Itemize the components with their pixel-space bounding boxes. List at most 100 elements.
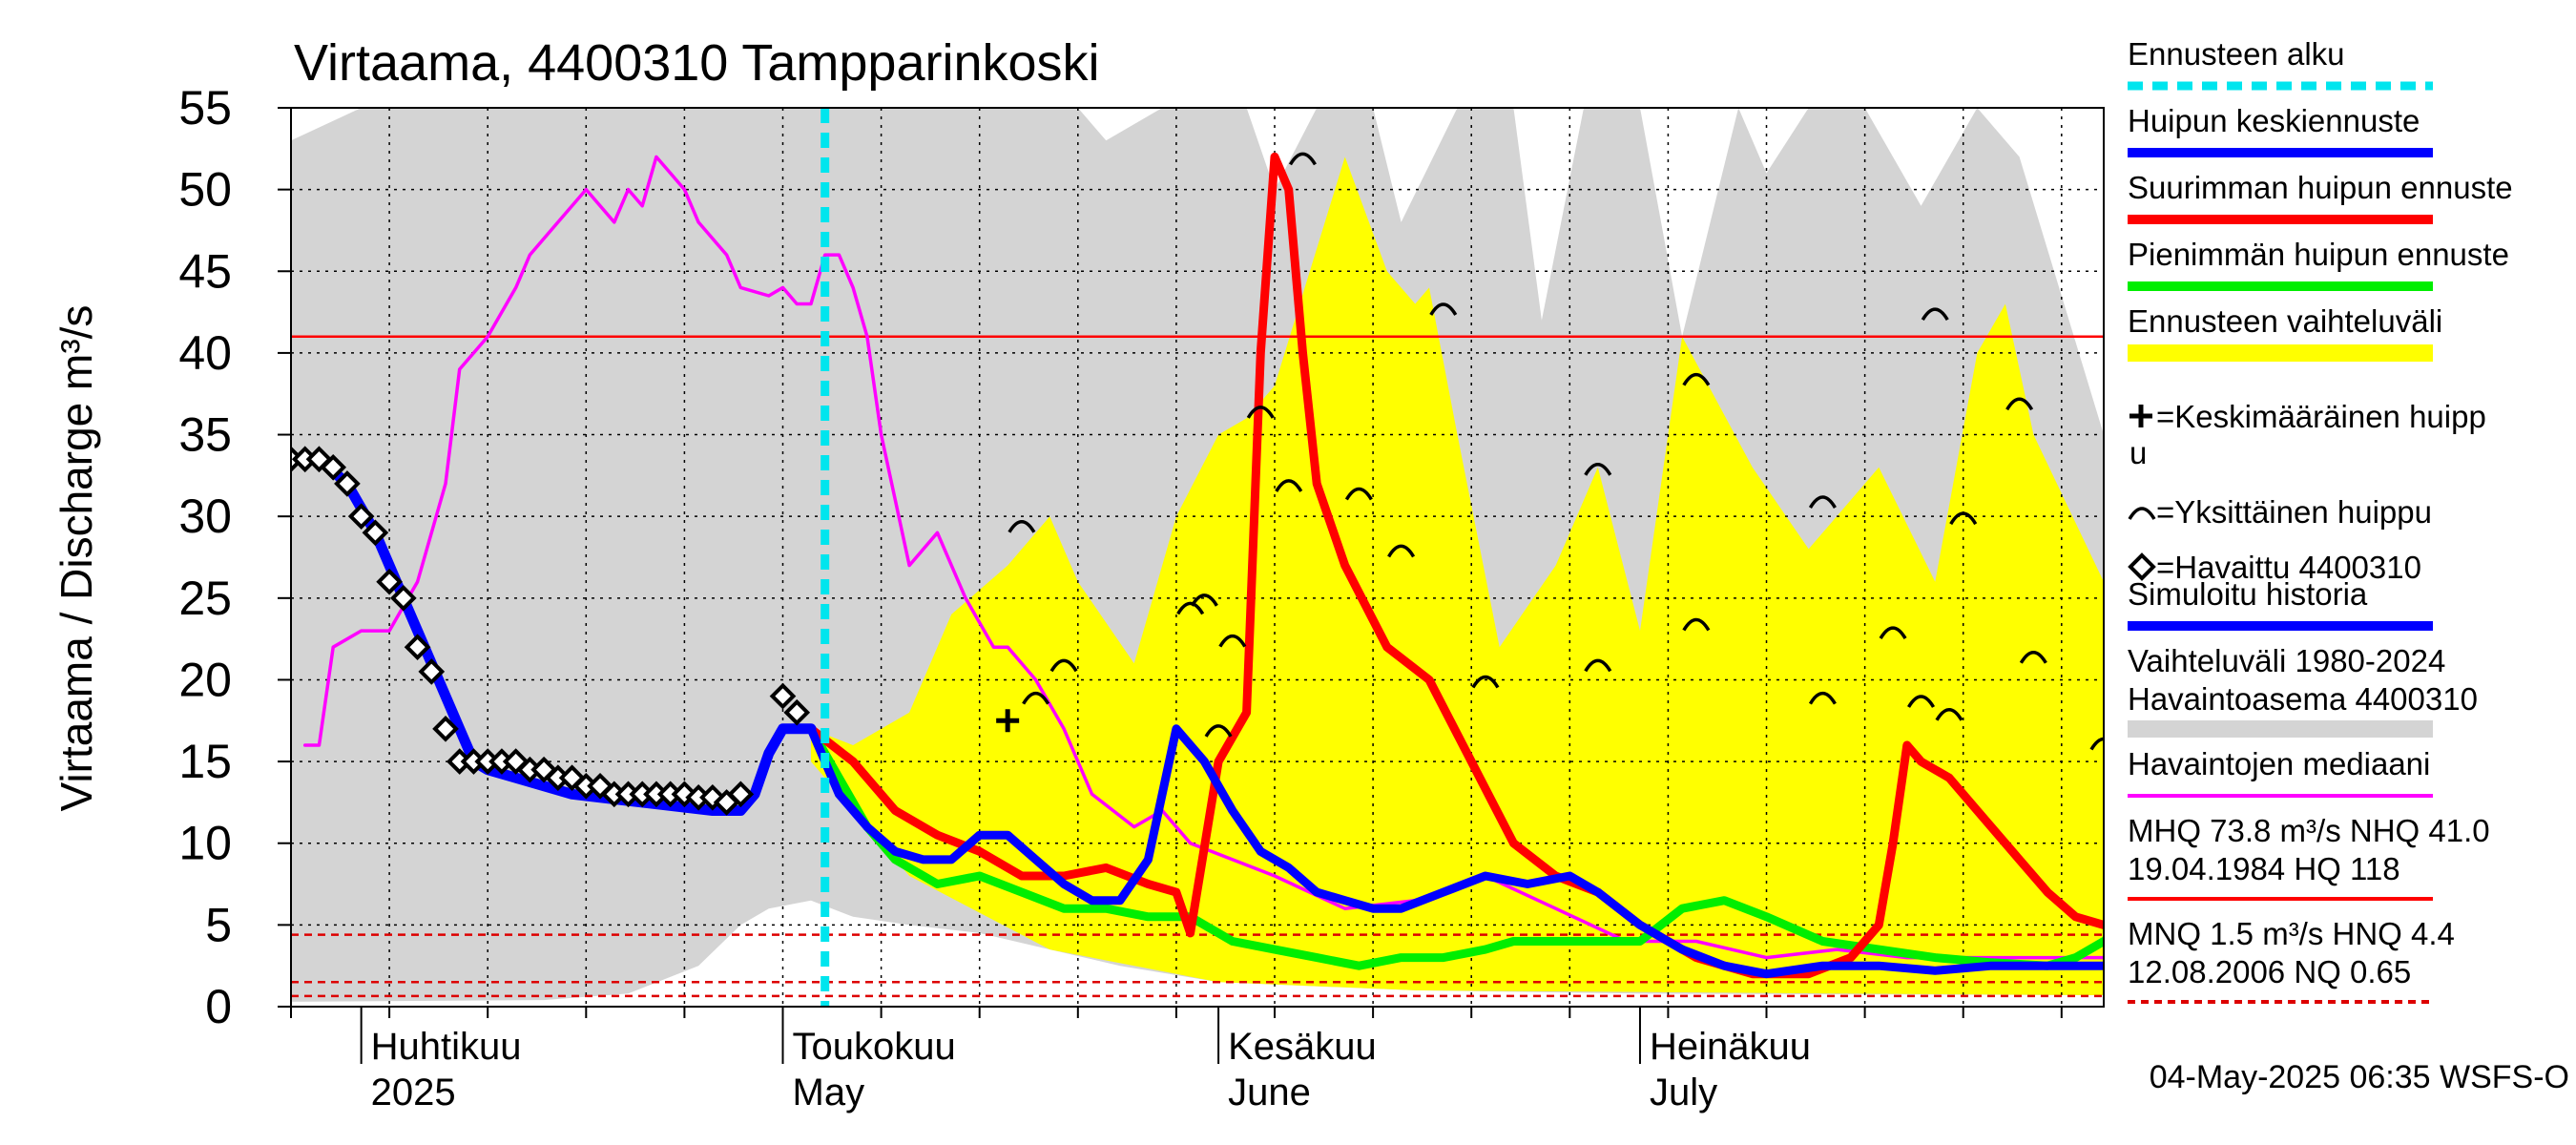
month-label-en: May [793, 1072, 865, 1114]
month-label: Kesäkuu [1228, 1026, 1377, 1068]
observed-point [432, 716, 459, 742]
month-label-en: 2025 [371, 1072, 456, 1114]
axes: 0510152025303540455055Huhtikuu2025Toukok… [178, 81, 2105, 1114]
plus-icon [2129, 405, 2152, 427]
y-tick-label: 35 [178, 408, 232, 462]
individual-peak-marker [1949, 511, 1978, 526]
legend-label: MNQ 1.5 m³/s HNQ 4.4 [2128, 916, 2455, 951]
legend-swatch [2128, 344, 2433, 362]
individual-peak-marker [1808, 691, 1837, 705]
individual-peak-marker [2019, 651, 2047, 664]
chart-title: Virtaama, 4400310 Tampparinkoski [294, 34, 1100, 92]
y-axis-label: Virtaama / Discharge m³/s [52, 305, 101, 812]
y-tick-label: 20 [178, 653, 232, 706]
observed-point [347, 503, 375, 531]
y-tick-label: 40 [178, 326, 232, 380]
plot-frame [290, 107, 2105, 1008]
month-label: Heinäkuu [1650, 1026, 1811, 1068]
y-tick-label: 10 [178, 817, 232, 870]
legend-item-forecast-start: Ennusteen alku [2128, 36, 2433, 91]
observed-point [783, 698, 811, 726]
individual-peak-marker [1682, 617, 1711, 632]
individual-peak-marker [1935, 707, 1963, 721]
legend-swatch [2128, 720, 2433, 738]
observed-point [362, 519, 389, 547]
y-tick-label: 45 [178, 244, 232, 298]
legend-label: Suurimman huipun ennuste [2128, 170, 2513, 205]
legend-label: Ennusteen vaihteluväli [2128, 303, 2442, 339]
individual-peak-marker [1218, 634, 1247, 648]
y-tick-label: 50 [178, 163, 232, 217]
month-label: Toukokuu [793, 1026, 956, 1068]
legend-label: Simuloitu historia [2128, 576, 2368, 612]
legend-label: Ennusteen alku [2128, 36, 2345, 72]
observed-point [404, 634, 431, 661]
observed-point [376, 568, 403, 595]
y-tick-label: 30 [178, 489, 232, 543]
y-tick-label: 25 [178, 572, 232, 625]
diamond-icon [2128, 552, 2156, 581]
month-label-en: July [1650, 1072, 1717, 1114]
timestamp-footer: 04-May-2025 06:35 WSFS-O [2150, 1059, 2569, 1095]
arc-icon [2128, 507, 2156, 520]
y-tick-label: 5 [205, 898, 232, 951]
legend-item-sim-history: Simuloitu historia [2128, 576, 2433, 631]
individual-peak-marker [1429, 302, 1458, 316]
legend-item-arc: =Yksittäinen huippu [2128, 494, 2432, 530]
individual-peak-marker [1008, 520, 1036, 533]
plot-area [291, 108, 2104, 1007]
grid [291, 108, 2104, 1007]
legend-item-min-peak: Pienimmän huipun ennuste [2128, 237, 2509, 291]
observed-point [418, 658, 446, 685]
individual-peak-marker [1176, 601, 1205, 615]
legend-label: Pienimmän huipun ennuste [2128, 237, 2509, 272]
legend-label: 12.08.2006 NQ 0.65 [2128, 954, 2411, 989]
observed-point [769, 682, 797, 710]
y-tick-label: 15 [178, 735, 232, 788]
observed-point [390, 584, 417, 612]
legend-label: Huipun keskiennuste [2128, 103, 2420, 138]
legend-item-mnq-line: MNQ 1.5 m³/s HNQ 4.412.08.2006 NQ 0.65 [2128, 916, 2455, 1004]
individual-peak-marker [1204, 724, 1233, 738]
legend-item-mean-peak: Huipun keskiennuste [2128, 103, 2433, 157]
legend-label: MHQ 73.8 m³/s NHQ 41.0 [2128, 813, 2490, 848]
legend-label: Havaintojen mediaani [2128, 746, 2430, 781]
individual-peak-marker [1190, 593, 1218, 607]
month-label: Huhtikuu [371, 1026, 522, 1068]
individual-peak-marker [1022, 691, 1050, 705]
legend-item-forecast-range: Ennusteen vaihteluväli [2128, 303, 2442, 362]
legend-item-max-peak: Suurimman huipun ennuste [2128, 170, 2513, 224]
individual-peak-marker [1344, 487, 1373, 501]
individual-peak-marker [1584, 658, 1612, 673]
individual-peak-marker [1246, 406, 1275, 419]
legend-label: =Havaittu 4400310 [2156, 550, 2421, 585]
series-line-mean-peak [806, 724, 2104, 979]
observed-point [727, 781, 755, 808]
legend-label: Vaihteluväli 1980-2024 [2128, 643, 2445, 678]
forecast-range-band [811, 156, 2104, 995]
legend: Ennusteen alku Huipun keskiennuste Suurimm… [2128, 36, 2513, 1004]
legend-item-mhq-line: MHQ 73.8 m³/s NHQ 41.019.04.1984 HQ 118 [2128, 813, 2490, 901]
series-line-max-peak [806, 152, 2104, 979]
legend-label: Havaintoasema 4400310 [2128, 681, 2478, 717]
individual-peak-marker [1907, 695, 1936, 708]
legend-label: =Yksittäinen huippu [2156, 494, 2432, 530]
individual-peak-marker [1471, 675, 1500, 689]
legend-item-diamond: =Havaittu 4400310 [2128, 550, 2421, 585]
y-tick-label: 55 [178, 81, 232, 135]
legend-item-median: Havaintojen mediaani [2128, 746, 2433, 798]
legend-label: =Keskimääräinen huipp [2156, 399, 2486, 434]
legend-label: 19.04.1984 HQ 118 [2128, 851, 2400, 886]
mean-peak-marker [996, 709, 1020, 733]
individual-peak-marker [1275, 479, 1303, 492]
individual-peak-marker [2005, 397, 2034, 411]
y-tick-label: 0 [205, 980, 232, 1033]
individual-peak-marker [1288, 152, 1317, 166]
individual-peak-marker [1387, 544, 1416, 558]
legend-label: u [2129, 435, 2147, 470]
individual-peak-marker [1049, 658, 1078, 673]
individual-peak-marker [1921, 307, 1949, 322]
individual-peak-marker [1682, 372, 1711, 386]
observed-point [320, 453, 347, 481]
